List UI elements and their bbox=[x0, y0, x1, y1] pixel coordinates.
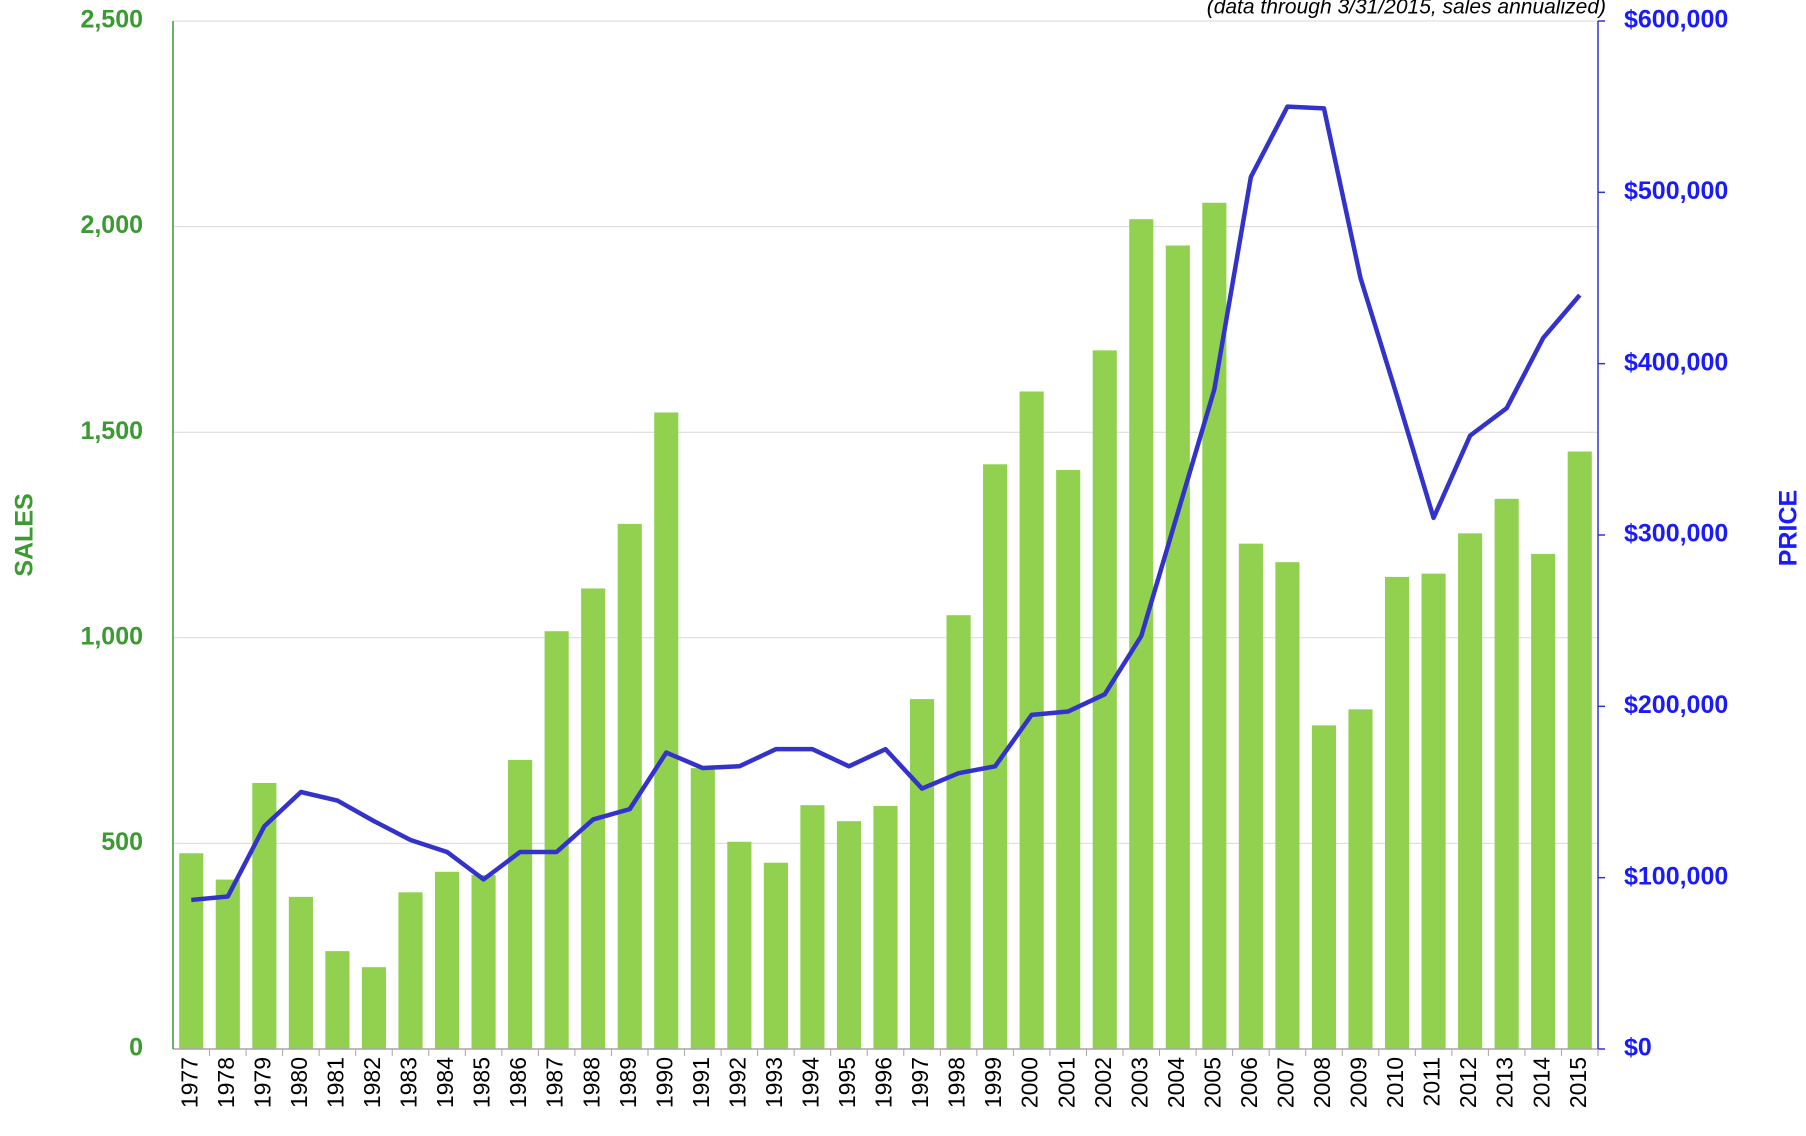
bar bbox=[800, 805, 825, 1049]
x-tick-label: 1987 bbox=[542, 1057, 568, 1108]
x-tick-label: 1980 bbox=[286, 1057, 312, 1108]
y2-tick-label: $300,000 bbox=[1624, 520, 1728, 548]
bar bbox=[215, 879, 240, 1049]
x-tick-label: 1986 bbox=[505, 1057, 531, 1108]
y-tick-label: 1,000 bbox=[80, 622, 143, 650]
bar bbox=[873, 805, 898, 1049]
y-tick-label: 0 bbox=[129, 1034, 143, 1062]
x-tick-label: 1981 bbox=[323, 1057, 349, 1108]
x-tick-label: 2001 bbox=[1053, 1057, 1079, 1108]
bar bbox=[1311, 725, 1337, 1049]
bar bbox=[1531, 553, 1556, 1049]
x-tick-label: 2013 bbox=[1492, 1057, 1518, 1108]
x-tick-label: 1982 bbox=[359, 1057, 385, 1108]
y-tick-label: 2,000 bbox=[80, 211, 143, 239]
bar bbox=[398, 892, 423, 1049]
bar bbox=[1165, 245, 1190, 1049]
y2-axis-title: PRICE bbox=[1775, 490, 1803, 566]
x-tick-label: 2000 bbox=[1017, 1057, 1043, 1108]
bar bbox=[836, 821, 862, 1049]
bar bbox=[1019, 391, 1044, 1049]
bar bbox=[508, 759, 533, 1049]
y2-tick-label: $400,000 bbox=[1624, 348, 1728, 376]
x-tick-label: 1978 bbox=[213, 1057, 239, 1108]
y2-tick-label: $600,000 bbox=[1624, 6, 1728, 34]
bar bbox=[909, 699, 935, 1049]
bar bbox=[617, 523, 642, 1049]
x-tick-label: 2002 bbox=[1090, 1057, 1116, 1108]
bar bbox=[179, 853, 204, 1049]
bar bbox=[946, 615, 971, 1049]
y2-tick-label: $500,000 bbox=[1624, 177, 1728, 205]
bar bbox=[1494, 498, 1519, 1049]
bar bbox=[1348, 709, 1373, 1049]
bar bbox=[1275, 562, 1300, 1049]
bar bbox=[1458, 533, 1483, 1049]
x-tick-label: 1989 bbox=[615, 1057, 641, 1108]
bar bbox=[434, 871, 460, 1049]
x-tick-label: 1995 bbox=[834, 1057, 860, 1108]
x-tick-label: 2003 bbox=[1126, 1057, 1152, 1108]
bar bbox=[288, 896, 313, 1049]
x-tick-label: 2012 bbox=[1455, 1057, 1481, 1108]
x-tick-label: 1997 bbox=[907, 1057, 933, 1108]
chart-subtitle: (data through 3/31/2015, sales annualize… bbox=[1207, 0, 1606, 19]
x-tick-label: 1984 bbox=[432, 1057, 458, 1108]
y2-tick-label: $0 bbox=[1624, 1034, 1652, 1062]
x-tick-label: 1979 bbox=[249, 1057, 275, 1108]
x-tick-label: 2004 bbox=[1163, 1057, 1189, 1108]
x-tick-label: 2006 bbox=[1236, 1057, 1262, 1108]
bar bbox=[763, 862, 788, 1049]
x-tick-label: 1998 bbox=[944, 1057, 970, 1108]
x-tick-label: 2010 bbox=[1382, 1057, 1408, 1108]
bar bbox=[1421, 573, 1446, 1049]
x-tick-label: 2008 bbox=[1309, 1057, 1335, 1108]
bar bbox=[690, 768, 715, 1049]
x-tick-label: 1983 bbox=[396, 1057, 422, 1108]
y2-tick-label: $100,000 bbox=[1624, 862, 1728, 890]
bar bbox=[1238, 543, 1263, 1049]
y-tick-label: 2,500 bbox=[80, 6, 143, 34]
bar bbox=[252, 782, 277, 1049]
line bbox=[191, 104, 1582, 903]
x-tick-label: 1985 bbox=[469, 1057, 495, 1108]
bar bbox=[727, 841, 752, 1049]
y-axis-title: SALES bbox=[11, 493, 39, 576]
x-tick-label: 1993 bbox=[761, 1057, 787, 1108]
x-tick-label: 1990 bbox=[651, 1057, 677, 1108]
x-tick-label: 1991 bbox=[688, 1057, 714, 1108]
y2-tick-label: $200,000 bbox=[1624, 691, 1728, 719]
bar bbox=[325, 951, 350, 1049]
x-tick-label: 2014 bbox=[1528, 1057, 1554, 1108]
x-tick-label: 2009 bbox=[1346, 1057, 1372, 1108]
bar bbox=[544, 631, 569, 1049]
bar bbox=[1567, 451, 1592, 1050]
x-tick-label: 2005 bbox=[1199, 1057, 1225, 1108]
x-tick-label: 1977 bbox=[176, 1057, 202, 1108]
x-tick-label: 1992 bbox=[724, 1057, 750, 1108]
x-tick-label: 2007 bbox=[1273, 1057, 1299, 1108]
x-tick-label: 1994 bbox=[798, 1057, 824, 1108]
bar bbox=[1384, 576, 1410, 1049]
bar bbox=[471, 875, 496, 1049]
bar bbox=[654, 412, 679, 1049]
x-tick-label: 2011 bbox=[1419, 1057, 1445, 1106]
x-tick-label: 1999 bbox=[980, 1057, 1006, 1108]
x-tick-label: 2015 bbox=[1565, 1057, 1591, 1108]
bar bbox=[1056, 470, 1081, 1049]
x-tick-label: 1996 bbox=[871, 1057, 897, 1108]
x-tick-label: 1988 bbox=[578, 1057, 604, 1108]
y-tick-label: 500 bbox=[101, 828, 143, 856]
y-tick-label: 1,500 bbox=[80, 417, 143, 445]
bar bbox=[361, 967, 387, 1049]
